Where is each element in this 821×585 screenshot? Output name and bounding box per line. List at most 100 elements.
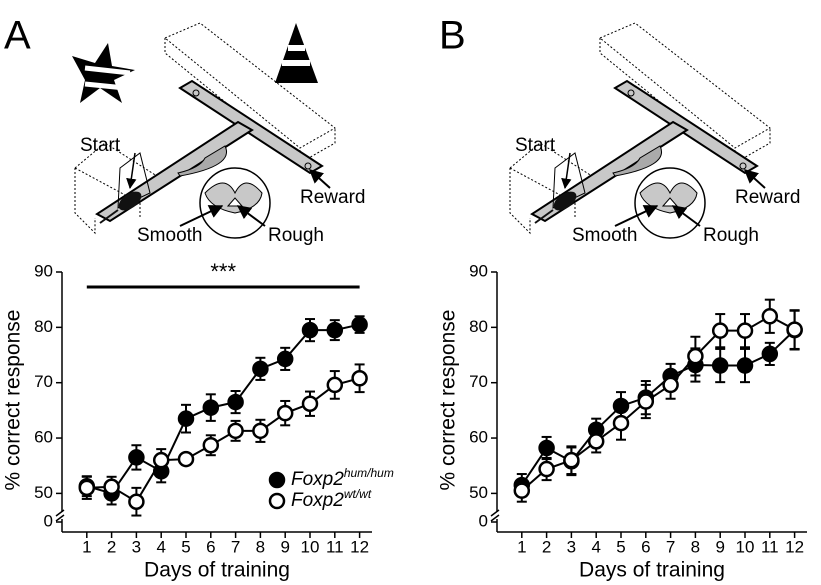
y-tick-label: 60 [34,428,53,447]
maze-shape [534,209,554,224]
maze-shape [275,23,318,83]
maze-shape [72,43,135,103]
y-tick-label: 70 [469,372,488,391]
data-point [761,308,779,325]
data-point [538,460,555,478]
significance-label: *** [210,259,236,284]
maze-shape [561,152,572,190]
maze-shape [282,45,310,66]
data-point [687,347,704,365]
y-tick-label: 80 [34,317,53,336]
data-point [128,493,145,510]
y-tick-label: 90 [469,261,488,280]
y-tick-label: 90 [34,261,53,280]
series-line [520,329,796,486]
maze-shape [552,152,586,209]
data-point [177,450,195,468]
data-point [538,439,555,457]
legend-label: Foxp2wt/wt [291,487,372,511]
y-tick-label: 70 [34,372,53,391]
x-tick-label: 5 [181,537,190,556]
maze-shape [118,191,142,211]
x-tick-label: 1 [82,537,91,556]
data-point [326,321,344,339]
data-point [736,357,754,374]
maze-shape [613,79,759,175]
y-tick-label: 60 [469,428,488,447]
maze-label: Reward [300,187,365,208]
data-point [301,395,319,412]
maze-shape [308,169,331,189]
x-tick-label: 12 [350,537,369,556]
maze-diagram: Start Reward Smooth Rough [509,22,800,246]
data-point [276,404,294,422]
x-tick-label: 12 [785,537,804,556]
maze-label: Smooth [137,225,202,246]
y-tick-label: 80 [469,317,488,336]
maze-shape [627,89,635,97]
maze-shape [179,205,224,227]
maze-label: Rough [268,225,324,246]
maze-shape [177,145,227,177]
x-axis-title: Days of training [579,559,725,582]
data-point [227,422,244,440]
x-tick-label: 1 [517,537,526,556]
maze-shape [739,162,747,170]
x-tick-label: 2 [542,537,551,556]
legend-marker [268,471,286,489]
x-tick-label: 7 [231,537,240,556]
y-axis-title: % correct response [2,310,25,491]
maze-label: Rough [703,225,759,246]
x-tick-label: 7 [666,537,675,556]
x-tick-label: 8 [256,537,265,556]
maze-label: Smooth [572,225,637,246]
data-point [711,357,729,374]
maze-shape [226,197,244,207]
y-tick-label: 50 [34,483,53,502]
x-tick-label: 4 [156,537,165,556]
maze-shape [553,191,577,211]
axis-break [490,514,500,522]
x-tick-label: 10 [736,537,755,556]
maze-label: Reward [735,187,800,208]
maze-shape [84,65,131,91]
maze-shape [671,205,701,227]
axis-break [490,509,500,517]
maze-label: Start [80,135,121,156]
x-tick-label: 11 [761,537,779,556]
y-tick-label: 0 [44,511,53,530]
x-tick-label: 9 [280,537,289,556]
x-tick-label: 6 [206,537,215,556]
x-tick-label: 3 [132,537,141,556]
series-line [521,315,796,492]
x-tick-label: 9 [715,537,724,556]
data-point [736,322,754,339]
legend-label: Foxp2hum/hum [291,466,394,490]
data-point [202,399,220,416]
data-point [152,451,170,469]
data-point [563,451,580,469]
axis-break [55,509,65,517]
data-point [637,393,655,410]
legend-name: Foxp2 [291,469,344,490]
data-point [128,449,145,466]
x-tick-label: 11 [326,537,344,556]
x-tick-label: 4 [591,537,600,556]
x-tick-label: 6 [641,537,650,556]
data-point [276,350,294,368]
data-point [252,422,269,440]
data-point [662,376,679,394]
legend-suffix: wt/wt [344,487,372,501]
data-point [301,321,319,339]
data-point [711,322,729,339]
data-point [351,370,368,387]
maze-shape [178,79,324,175]
data-point [513,482,531,499]
data-point [252,360,269,378]
maze-shape [99,209,119,224]
data-point [103,478,120,496]
x-axis-title: Days of training [144,559,290,582]
maze-label: Start [515,135,556,156]
data-point [177,410,195,427]
